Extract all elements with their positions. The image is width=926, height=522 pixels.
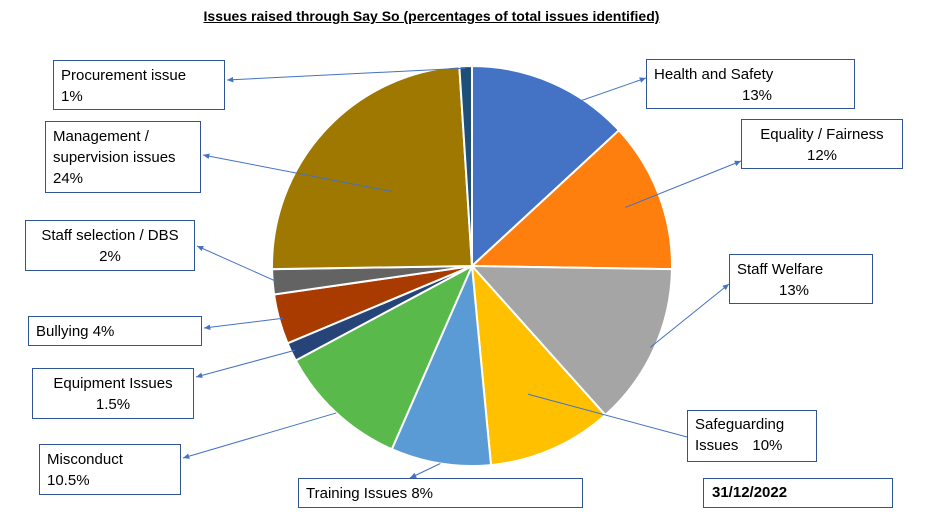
- pct-equipment-issues: 1.5%: [95, 396, 131, 413]
- pct-staff-welfare: 13%: [779, 282, 810, 299]
- pie-slices: [271, 64, 673, 467]
- leader-line-5: [182, 412, 337, 459]
- label-procurement-issue: Procurement issue: [61, 67, 187, 84]
- chart-title: Issues raised through Say So (percentage…: [203, 8, 660, 24]
- pct-procurement-issue: 1%: [61, 88, 83, 105]
- leader-line-10: [226, 67, 466, 83]
- label-staff-selection-dbs: Staff selection / DBS: [41, 227, 179, 244]
- label-misconduct: Misconduct: [47, 451, 123, 468]
- pie-slice-0: [471, 64, 621, 269]
- label-training-issues: Training Issues 8%: [306, 485, 434, 502]
- callout-health-and-safety: Health and Safety 13%: [646, 59, 855, 109]
- leader-line-6: [195, 349, 296, 379]
- pct-health-and-safety: 13%: [742, 87, 773, 104]
- leader-line-8: [196, 245, 277, 282]
- callout-training-issues: Training Issues 8%: [298, 478, 583, 508]
- callout-safeguarding-issues: Safeguarding Issues 10%: [687, 410, 817, 462]
- pct-staff-selection-dbs: 2%: [99, 248, 121, 265]
- leader-line-3: [528, 393, 688, 438]
- label-equality-fairness: Equality / Fairness: [760, 126, 884, 143]
- leader-line-1: [625, 160, 742, 208]
- leader-line-9: [202, 153, 392, 192]
- label-safeguarding-issues: Safeguarding Issues: [695, 416, 785, 454]
- pie-slice-10: [458, 64, 473, 267]
- label-health-and-safety: Health and Safety: [654, 66, 774, 83]
- pct-management-supervision: 24%: [53, 170, 84, 187]
- callout-procurement-issue: Procurement issue 1%: [53, 60, 225, 110]
- callout-staff-selection-dbs: Staff selection / DBS 2%: [25, 220, 195, 271]
- label-management-supervision: Management / supervision issues: [53, 128, 176, 166]
- leader-lines: [182, 67, 742, 479]
- label-bullying: Bullying 4%: [36, 323, 115, 340]
- label-staff-welfare: Staff Welfare: [737, 261, 824, 278]
- callout-staff-welfare: Staff Welfare 13%: [729, 254, 873, 304]
- callout-equipment-issues: Equipment Issues 1.5%: [32, 368, 194, 419]
- callout-management-supervision: Management / supervision issues 24%: [45, 121, 201, 193]
- callout-misconduct: Misconduct 10.5%: [39, 444, 181, 495]
- pct-misconduct: 10.5%: [47, 472, 90, 489]
- pie-slice-9: [271, 65, 474, 271]
- pie-slice-1: [469, 128, 673, 271]
- pie-slice-4: [390, 262, 493, 467]
- date-label: 31/12/2022: [703, 478, 893, 508]
- leader-line-0: [537, 77, 647, 117]
- pct-safeguarding-issues: 10%: [752, 437, 783, 454]
- leader-line-7: [203, 317, 284, 331]
- pie-slice-3: [470, 263, 607, 467]
- pie-slice-2: [469, 264, 673, 417]
- leader-line-2: [649, 283, 730, 348]
- leader-line-4: [409, 463, 441, 479]
- callout-bullying: Bullying 4%: [28, 316, 202, 346]
- pct-equality-fairness: 12%: [806, 147, 838, 164]
- label-equipment-issues: Equipment Issues: [53, 375, 173, 392]
- callout-equality-fairness: Equality / Fairness 12%: [741, 119, 903, 169]
